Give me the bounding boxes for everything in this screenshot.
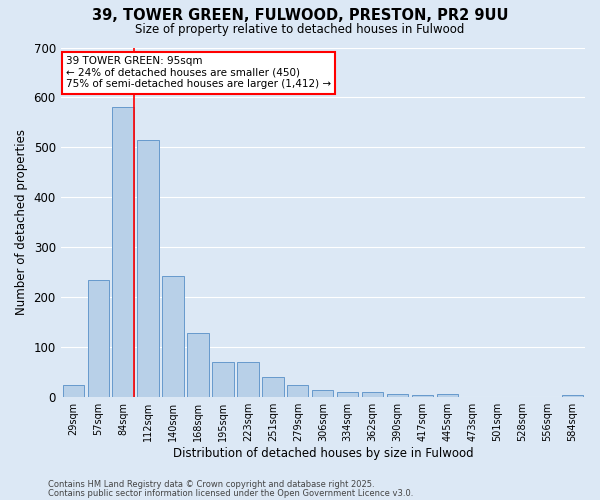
Bar <box>337 392 358 397</box>
Bar <box>163 276 184 397</box>
Bar <box>312 390 334 397</box>
Y-axis label: Number of detached properties: Number of detached properties <box>15 130 28 316</box>
Bar <box>212 362 233 397</box>
Bar <box>137 140 158 397</box>
Text: Size of property relative to detached houses in Fulwood: Size of property relative to detached ho… <box>136 22 464 36</box>
Bar <box>412 394 433 397</box>
Text: Contains HM Land Registry data © Crown copyright and database right 2025.: Contains HM Land Registry data © Crown c… <box>48 480 374 489</box>
Bar <box>88 280 109 397</box>
Text: 39 TOWER GREEN: 95sqm
← 24% of detached houses are smaller (450)
75% of semi-det: 39 TOWER GREEN: 95sqm ← 24% of detached … <box>66 56 331 90</box>
Text: Contains public sector information licensed under the Open Government Licence v3: Contains public sector information licen… <box>48 488 413 498</box>
Bar <box>562 394 583 397</box>
Bar <box>437 394 458 397</box>
Bar <box>262 377 284 397</box>
Bar <box>362 392 383 397</box>
Bar <box>238 362 259 397</box>
Bar <box>112 108 134 397</box>
Bar <box>187 334 209 397</box>
Bar <box>287 384 308 397</box>
Bar <box>62 384 84 397</box>
X-axis label: Distribution of detached houses by size in Fulwood: Distribution of detached houses by size … <box>173 447 473 460</box>
Bar <box>387 394 409 397</box>
Text: 39, TOWER GREEN, FULWOOD, PRESTON, PR2 9UU: 39, TOWER GREEN, FULWOOD, PRESTON, PR2 9… <box>92 8 508 22</box>
